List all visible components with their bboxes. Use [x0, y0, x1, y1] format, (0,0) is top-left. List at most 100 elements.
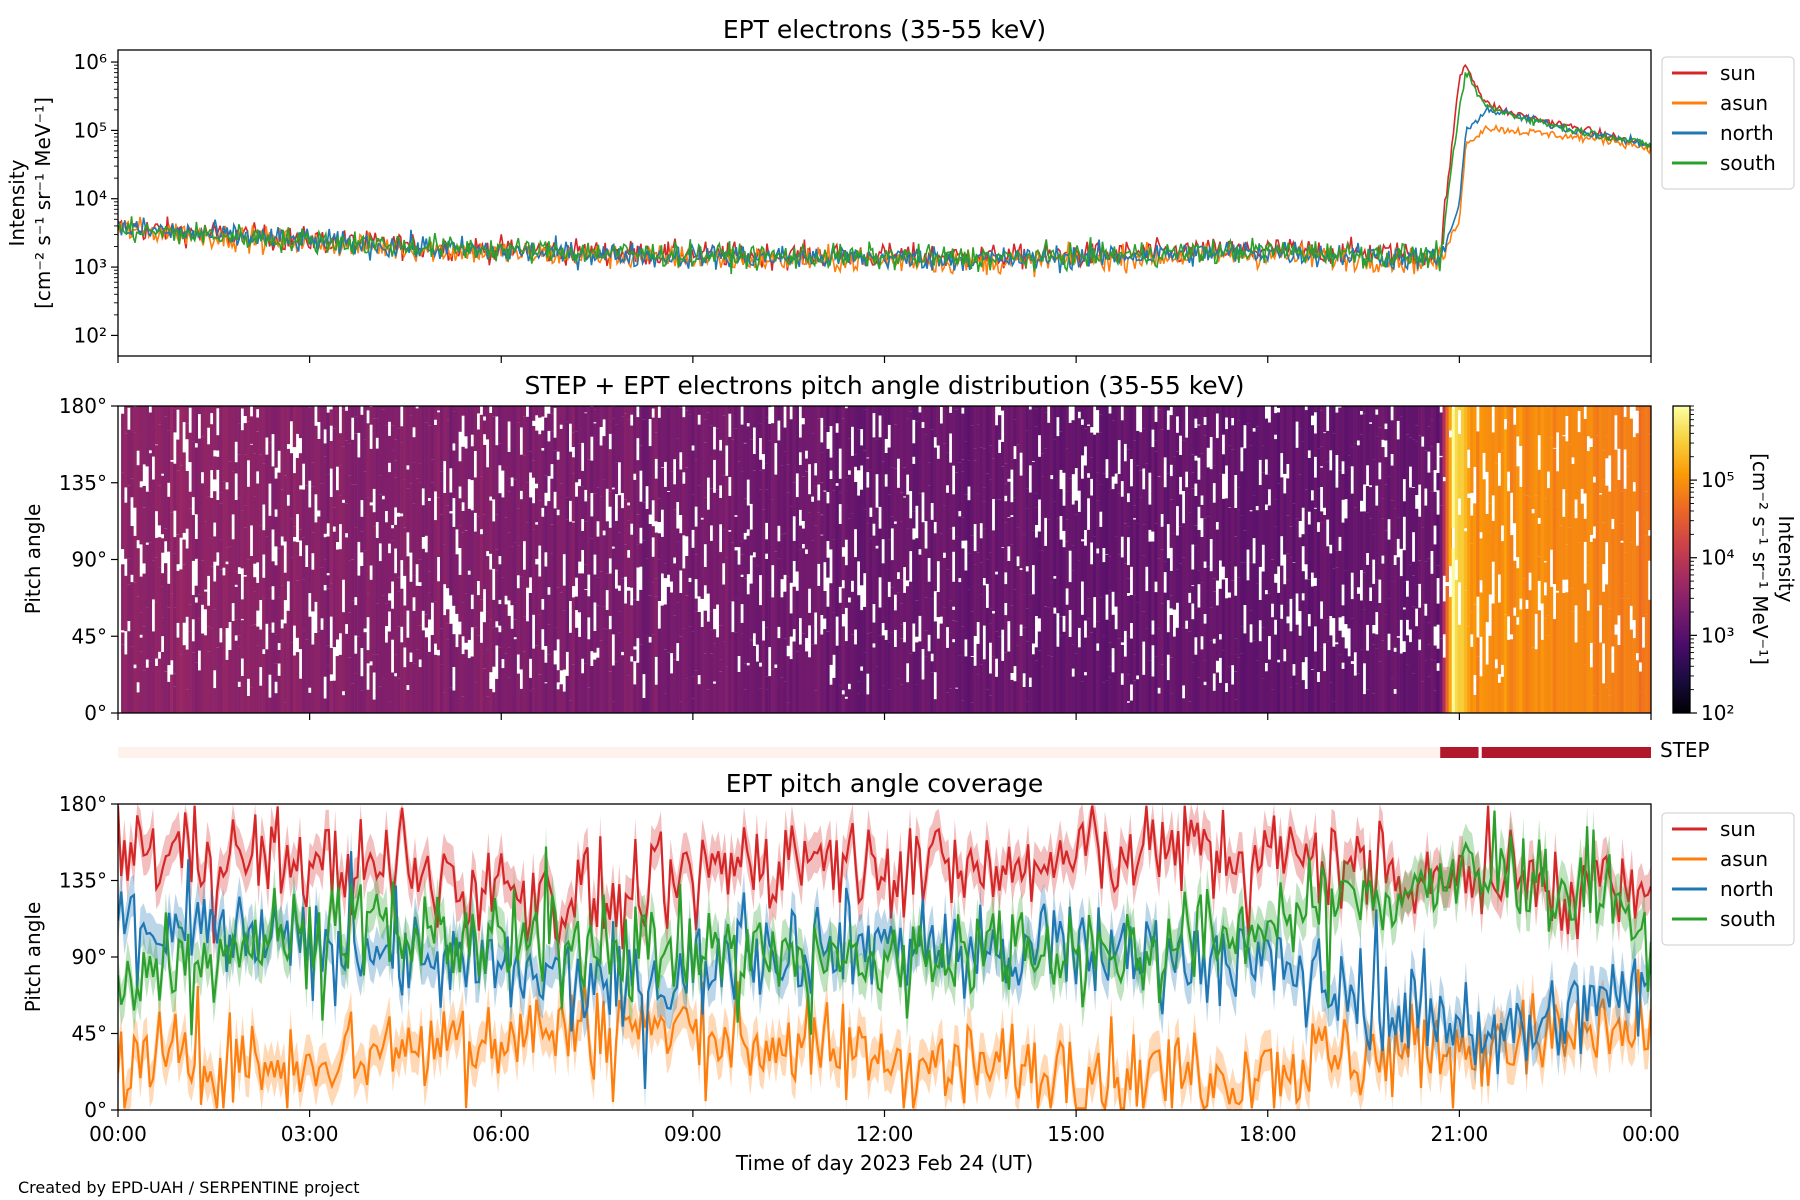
heatmap-cell — [1408, 437, 1413, 467]
heatmap-cell — [222, 633, 226, 713]
heatmap-cell — [1264, 688, 1269, 713]
heatmap-cell — [1240, 626, 1244, 654]
heatmap-cell — [124, 575, 128, 632]
heatmap-cell — [127, 670, 131, 713]
heatmap-cell — [1365, 513, 1370, 553]
heatmap-cell — [415, 478, 419, 565]
heatmap-cell — [427, 406, 432, 426]
heatmap-cell — [1010, 502, 1014, 516]
heatmap-cell — [295, 652, 300, 713]
heatmap-cell — [127, 485, 131, 559]
heatmap-cell — [176, 570, 180, 623]
heatmap-cell — [1071, 420, 1075, 475]
heatmap-cell — [1083, 465, 1088, 530]
heatmap-cell — [1629, 418, 1633, 543]
heatmap-cell — [798, 549, 803, 619]
heatmap-cell — [608, 491, 612, 507]
heatmap-cell — [1316, 661, 1321, 672]
heatmap-cell — [1047, 519, 1051, 561]
heatmap-cell — [970, 425, 974, 511]
heatmap-cell — [694, 486, 698, 507]
heatmap-cell — [507, 406, 511, 422]
heatmap-cell — [804, 458, 809, 472]
heatmap-cell — [850, 513, 855, 581]
heatmap-cell — [363, 439, 367, 472]
heatmap-cell — [455, 647, 459, 713]
heatmap-cell — [1638, 412, 1643, 538]
heatmap-cell — [271, 599, 275, 623]
step-segment-off — [118, 747, 1441, 758]
heatmap-cell — [525, 416, 530, 483]
heatmap-cell — [1647, 599, 1651, 713]
heatmap-cell — [899, 579, 904, 604]
heatmap-cell — [1111, 530, 1115, 592]
heatmap-cell — [1608, 695, 1612, 713]
heatmap-cell — [510, 697, 514, 713]
heatmap-cell — [630, 425, 634, 476]
heatmap-cell — [133, 535, 137, 583]
heatmap-cell — [271, 632, 275, 713]
heatmap-cell — [191, 441, 195, 498]
heatmap-cell — [1163, 487, 1167, 562]
heatmap-cell — [636, 662, 640, 713]
heatmap-cell — [590, 615, 594, 652]
heatmap-cell — [1319, 406, 1324, 411]
heatmap-cell — [397, 406, 401, 429]
heatmap-cell — [550, 431, 554, 465]
heatmap-cell — [1163, 561, 1167, 573]
heatmap-cell — [130, 478, 134, 498]
heatmap-cell — [1102, 635, 1106, 683]
heatmap-cell — [127, 584, 131, 621]
heatmap-cell — [1080, 424, 1085, 456]
heatmap-cell — [1319, 410, 1324, 447]
heatmap-cell — [1276, 662, 1281, 713]
heatmap-cell — [939, 623, 944, 675]
heatmap-cell — [893, 406, 898, 425]
heatmap-cell — [1445, 406, 1449, 510]
heatmap-cell — [1019, 636, 1023, 713]
heatmap-cell — [1433, 660, 1437, 691]
heatmap-cell — [237, 686, 241, 713]
heatmap-cell — [1160, 549, 1164, 604]
heatmap-cell — [927, 485, 931, 558]
heatmap-cell — [722, 584, 726, 642]
heatmap-cell — [973, 460, 977, 524]
heatmap-cell — [930, 406, 934, 430]
heatmap-cell — [1286, 623, 1290, 650]
heatmap-cell — [390, 608, 395, 640]
panel1-ytick-label: 10⁴ — [74, 187, 107, 211]
heatmap-cell — [1350, 599, 1354, 619]
heatmap-cell — [433, 406, 438, 420]
heatmap-cell — [320, 659, 324, 713]
heatmap-cell — [663, 406, 668, 462]
heatmap-cell — [1037, 531, 1042, 551]
heatmap-cell — [1025, 508, 1029, 567]
heatmap-cell — [685, 467, 689, 537]
heatmap-cell — [964, 656, 968, 713]
heatmap-cell — [1326, 641, 1330, 689]
heatmap-cell — [725, 475, 729, 558]
heatmap-cell — [1175, 535, 1180, 570]
heatmap-cell — [676, 528, 680, 542]
heatmap-cell — [320, 483, 324, 568]
heatmap-cell — [384, 406, 389, 426]
heatmap-cell — [1169, 615, 1174, 658]
heatmap-cell — [127, 429, 131, 486]
heatmap-cell — [755, 661, 760, 713]
heatmap-cell — [1270, 689, 1275, 713]
heatmap-cell — [452, 450, 456, 499]
heatmap-cell — [1433, 690, 1437, 713]
heatmap-cell — [813, 486, 818, 526]
heatmap-cell — [366, 650, 370, 664]
heatmap-cell — [596, 605, 600, 648]
heatmap-cell — [1010, 406, 1014, 460]
heatmap-cell — [869, 469, 873, 508]
heatmap-cell — [577, 507, 582, 562]
heatmap-cell — [669, 531, 674, 582]
heatmap-cell — [1454, 487, 1459, 521]
heatmap-cell — [124, 654, 128, 713]
heatmap-cell — [813, 644, 818, 691]
heatmap-cell — [1258, 406, 1262, 460]
heatmap-cell — [1344, 611, 1348, 625]
heatmap-cell — [1203, 660, 1207, 682]
